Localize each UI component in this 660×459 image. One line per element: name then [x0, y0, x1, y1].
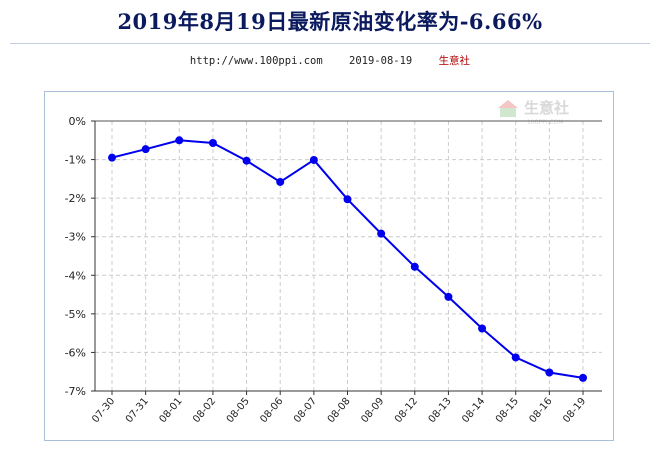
data-point[interactable]	[242, 156, 251, 165]
x-tick-label: 08-01	[157, 396, 184, 425]
data-point[interactable]	[309, 155, 318, 164]
series-path	[111, 139, 584, 379]
x-tick-label: 08-05	[225, 396, 252, 425]
grid	[95, 121, 602, 391]
x-tick-label: 07-30	[90, 396, 117, 425]
x-axis-ticks: 07-30 07-31 08-01 08-02 08-05 08-06 08-07 08-08…	[90, 391, 588, 425]
y-tick-label: -6%	[65, 346, 86, 359]
x-tick-label: 08-13	[427, 396, 454, 425]
y-tick-label: 0%	[69, 115, 86, 128]
source-date: 2019-08-19	[349, 55, 413, 67]
y-tick-label: -1%	[65, 154, 86, 167]
y-tick-label: -5%	[65, 308, 86, 321]
data-point[interactable]	[545, 368, 554, 377]
axes	[94, 120, 602, 392]
watermark: 生意社 100PPI.COM	[498, 99, 569, 126]
data-point[interactable]	[511, 353, 520, 362]
x-tick-label: 08-14	[460, 396, 487, 425]
data-point[interactable]	[444, 292, 453, 301]
source-url[interactable]: http://www.100ppi.com	[189, 55, 323, 67]
y-tick-label: -4%	[65, 269, 86, 282]
x-tick-label: 08-12	[393, 396, 420, 425]
data-point[interactable]	[579, 373, 587, 382]
data-point[interactable]	[141, 145, 150, 154]
x-tick-label: 08-02	[191, 396, 218, 425]
source-line: http://www.100ppi.com 2019-08-19 生意社	[0, 53, 660, 68]
x-tick-label: 08-19	[561, 396, 588, 425]
house-logo-icon	[498, 100, 518, 117]
x-tick-label: 08-08	[326, 396, 353, 425]
source-brand[interactable]: 生意社	[438, 55, 471, 67]
y-tick-label: -7%	[65, 385, 86, 398]
x-tick-label: 08-15	[494, 396, 521, 425]
data-point[interactable]	[208, 138, 217, 147]
x-tick-label: 08-09	[359, 396, 386, 425]
series-line	[111, 139, 584, 379]
y-tick-label: -2%	[65, 192, 86, 205]
watermark-text: 生意社	[524, 99, 569, 117]
chart-title: 2019年8月19日最新原油变化率为-6.66%	[117, 9, 543, 34]
watermark-subtext: 100PPI.COM	[527, 119, 563, 126]
data-point[interactable]	[175, 136, 184, 145]
x-tick-label: 07-31	[124, 396, 151, 425]
y-tick-label: -3%	[65, 231, 86, 244]
y-axis-ticks: 0% -1% -2% -3% -4% -5% -6% -7%	[65, 115, 95, 398]
series-points	[108, 136, 587, 382]
title-divider	[10, 43, 650, 44]
x-tick-label: 08-06	[258, 396, 285, 425]
data-point[interactable]	[108, 153, 116, 162]
data-point[interactable]	[410, 262, 419, 271]
x-tick-label: 08-16	[528, 396, 555, 425]
data-point[interactable]	[276, 177, 285, 186]
chart-frame	[44, 91, 614, 441]
data-point[interactable]	[343, 195, 352, 204]
data-point[interactable]	[478, 324, 487, 333]
x-tick-label: 08-07	[292, 396, 319, 425]
data-point[interactable]	[377, 229, 386, 238]
